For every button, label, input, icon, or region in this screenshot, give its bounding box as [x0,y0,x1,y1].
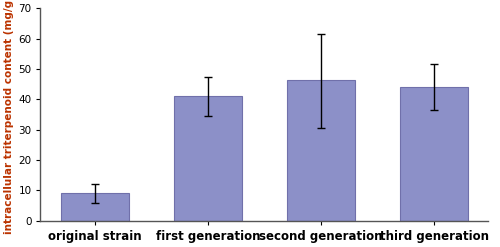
Bar [61,193,128,221]
Bar [174,96,242,221]
Y-axis label: intracellular triterpenoid content (mg/g): intracellular triterpenoid content (mg/g… [4,0,14,234]
Bar [400,87,468,221]
Bar [287,80,355,221]
